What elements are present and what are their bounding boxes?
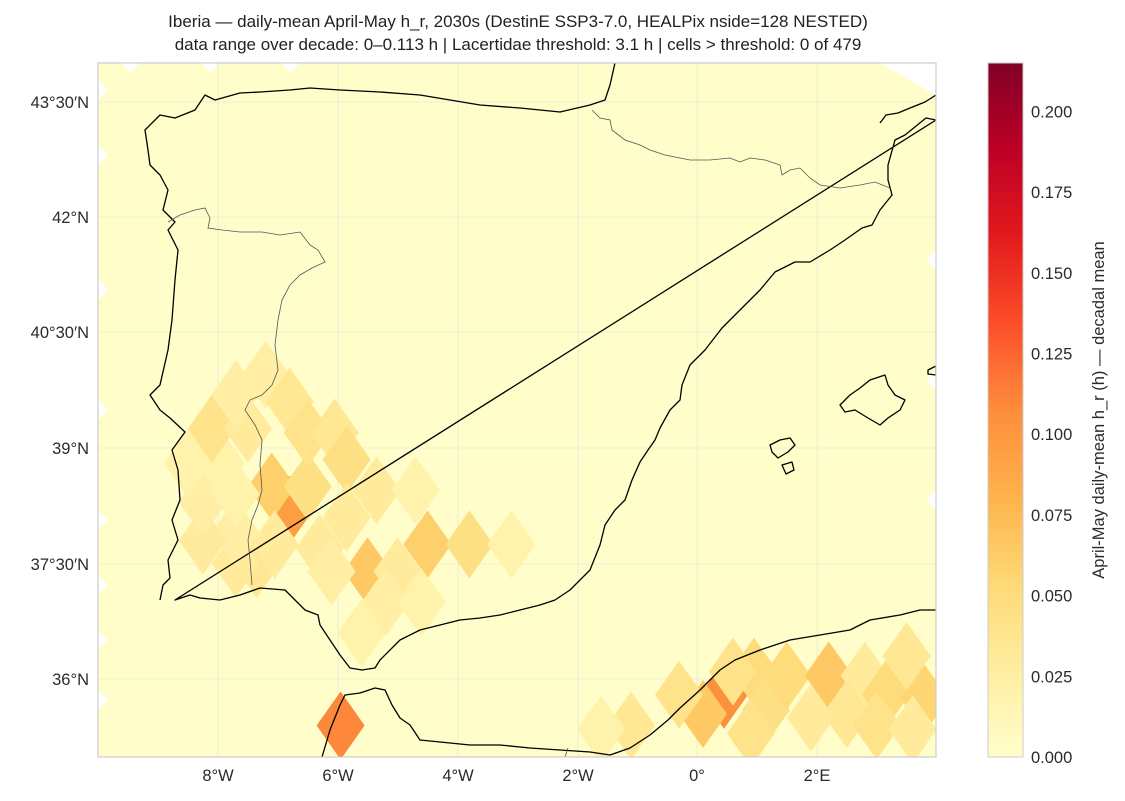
x-tick-label: 0° [689, 767, 705, 785]
plot-frame [97, 62, 937, 758]
country-borders [167, 109, 891, 757]
formentera-coastline [781, 461, 795, 475]
data-cell [403, 510, 452, 579]
ibiza-coastline [769, 437, 796, 459]
map-plot-area [98, 63, 936, 757]
data-cell [187, 394, 236, 463]
spain-portugal-border [167, 207, 326, 586]
y-tick-label: 39°N [52, 440, 89, 458]
data-cell [211, 498, 260, 567]
y-axis-ticks: 36°N 37°30′N 39°N 40°30′N 42°N 43°30′N [31, 94, 89, 689]
y-tick-label: 37°30′N [31, 556, 89, 574]
morocco-algeria-border [564, 747, 569, 757]
data-cell [487, 510, 536, 579]
data-cell [708, 637, 757, 706]
map-title-line-1: Iberia — daily-mean April-May h_r, 2030s… [168, 12, 868, 31]
x-tick-label: 4°W [442, 767, 474, 785]
spain-france-border [591, 109, 891, 189]
y-tick-label: 36°N [52, 671, 89, 689]
y-tick-label: 42°N [52, 209, 89, 227]
colorbar-tick-label: 0.000 [1031, 749, 1072, 767]
edge-notches [98, 63, 936, 710]
colorbar-label: April-May daily-mean h_r (h) — decadal m… [1090, 241, 1108, 578]
data-cell [352, 456, 401, 525]
data-cell [337, 599, 386, 668]
data-cell [247, 452, 296, 521]
x-tick-label: 2°W [562, 767, 594, 785]
data-cell [250, 510, 299, 579]
x-tick-label: 2°E [804, 767, 831, 785]
colorbar-tick-label: 0.075 [1031, 507, 1072, 525]
data-cell [316, 691, 365, 757]
data-cell [322, 425, 371, 494]
iberia-coastline [144, 63, 936, 671]
y-tick-label: 43°30′N [31, 94, 89, 112]
data-cell [397, 568, 446, 637]
colorbar-tick-label: 0.050 [1031, 588, 1072, 606]
data-cell [577, 695, 626, 757]
colorbar-tick-label: 0.125 [1031, 346, 1072, 364]
data-cell [391, 456, 440, 525]
data-cell [655, 660, 704, 729]
data-cell [726, 699, 775, 757]
colorbar-tick-label: 0.150 [1031, 265, 1072, 283]
data-cell [283, 452, 332, 521]
data-cell [786, 683, 835, 752]
data-cell [322, 483, 371, 552]
data-cell [607, 691, 656, 757]
data-cell [900, 664, 936, 733]
colorbar: 0.000 0.025 0.050 0.075 0.100 0.125 0.150 0.175… [987, 62, 1108, 767]
colorbar-tick-label: 0.100 [1031, 426, 1072, 444]
data-cell [852, 691, 901, 757]
x-tick-label: 6°W [322, 767, 354, 785]
colorbar-ticks: 0.000 0.025 0.050 0.075 0.100 0.125 0.150 0.175… [1031, 103, 1072, 767]
data-cell [283, 398, 332, 467]
data-cell [307, 537, 356, 606]
x-tick-label: 8°W [202, 767, 234, 785]
data-cell [762, 641, 811, 710]
data-cell [888, 695, 936, 757]
menorca-coastline [927, 365, 936, 376]
mallorca-coastline [839, 374, 906, 426]
north-africa-coastline [321, 609, 936, 757]
coastlines [144, 63, 936, 757]
colorbar-tick-label: 0.175 [1031, 184, 1072, 202]
colorbar-tick-label: 0.200 [1031, 103, 1072, 121]
data-cell [178, 506, 227, 575]
y-tick-label: 40°30′N [31, 324, 89, 342]
hex-cells [163, 340, 936, 757]
data-cell [445, 510, 494, 579]
colorbar-tick-label: 0.025 [1031, 668, 1072, 686]
colorbar-gradient [987, 62, 1024, 758]
data-cell [163, 429, 212, 498]
map-title-line-2: data range over decade: 0–0.113 h | Lace… [174, 35, 862, 54]
x-axis-ticks: 8°W 6°W 4°W 2°W 0° 2°E [202, 767, 830, 785]
